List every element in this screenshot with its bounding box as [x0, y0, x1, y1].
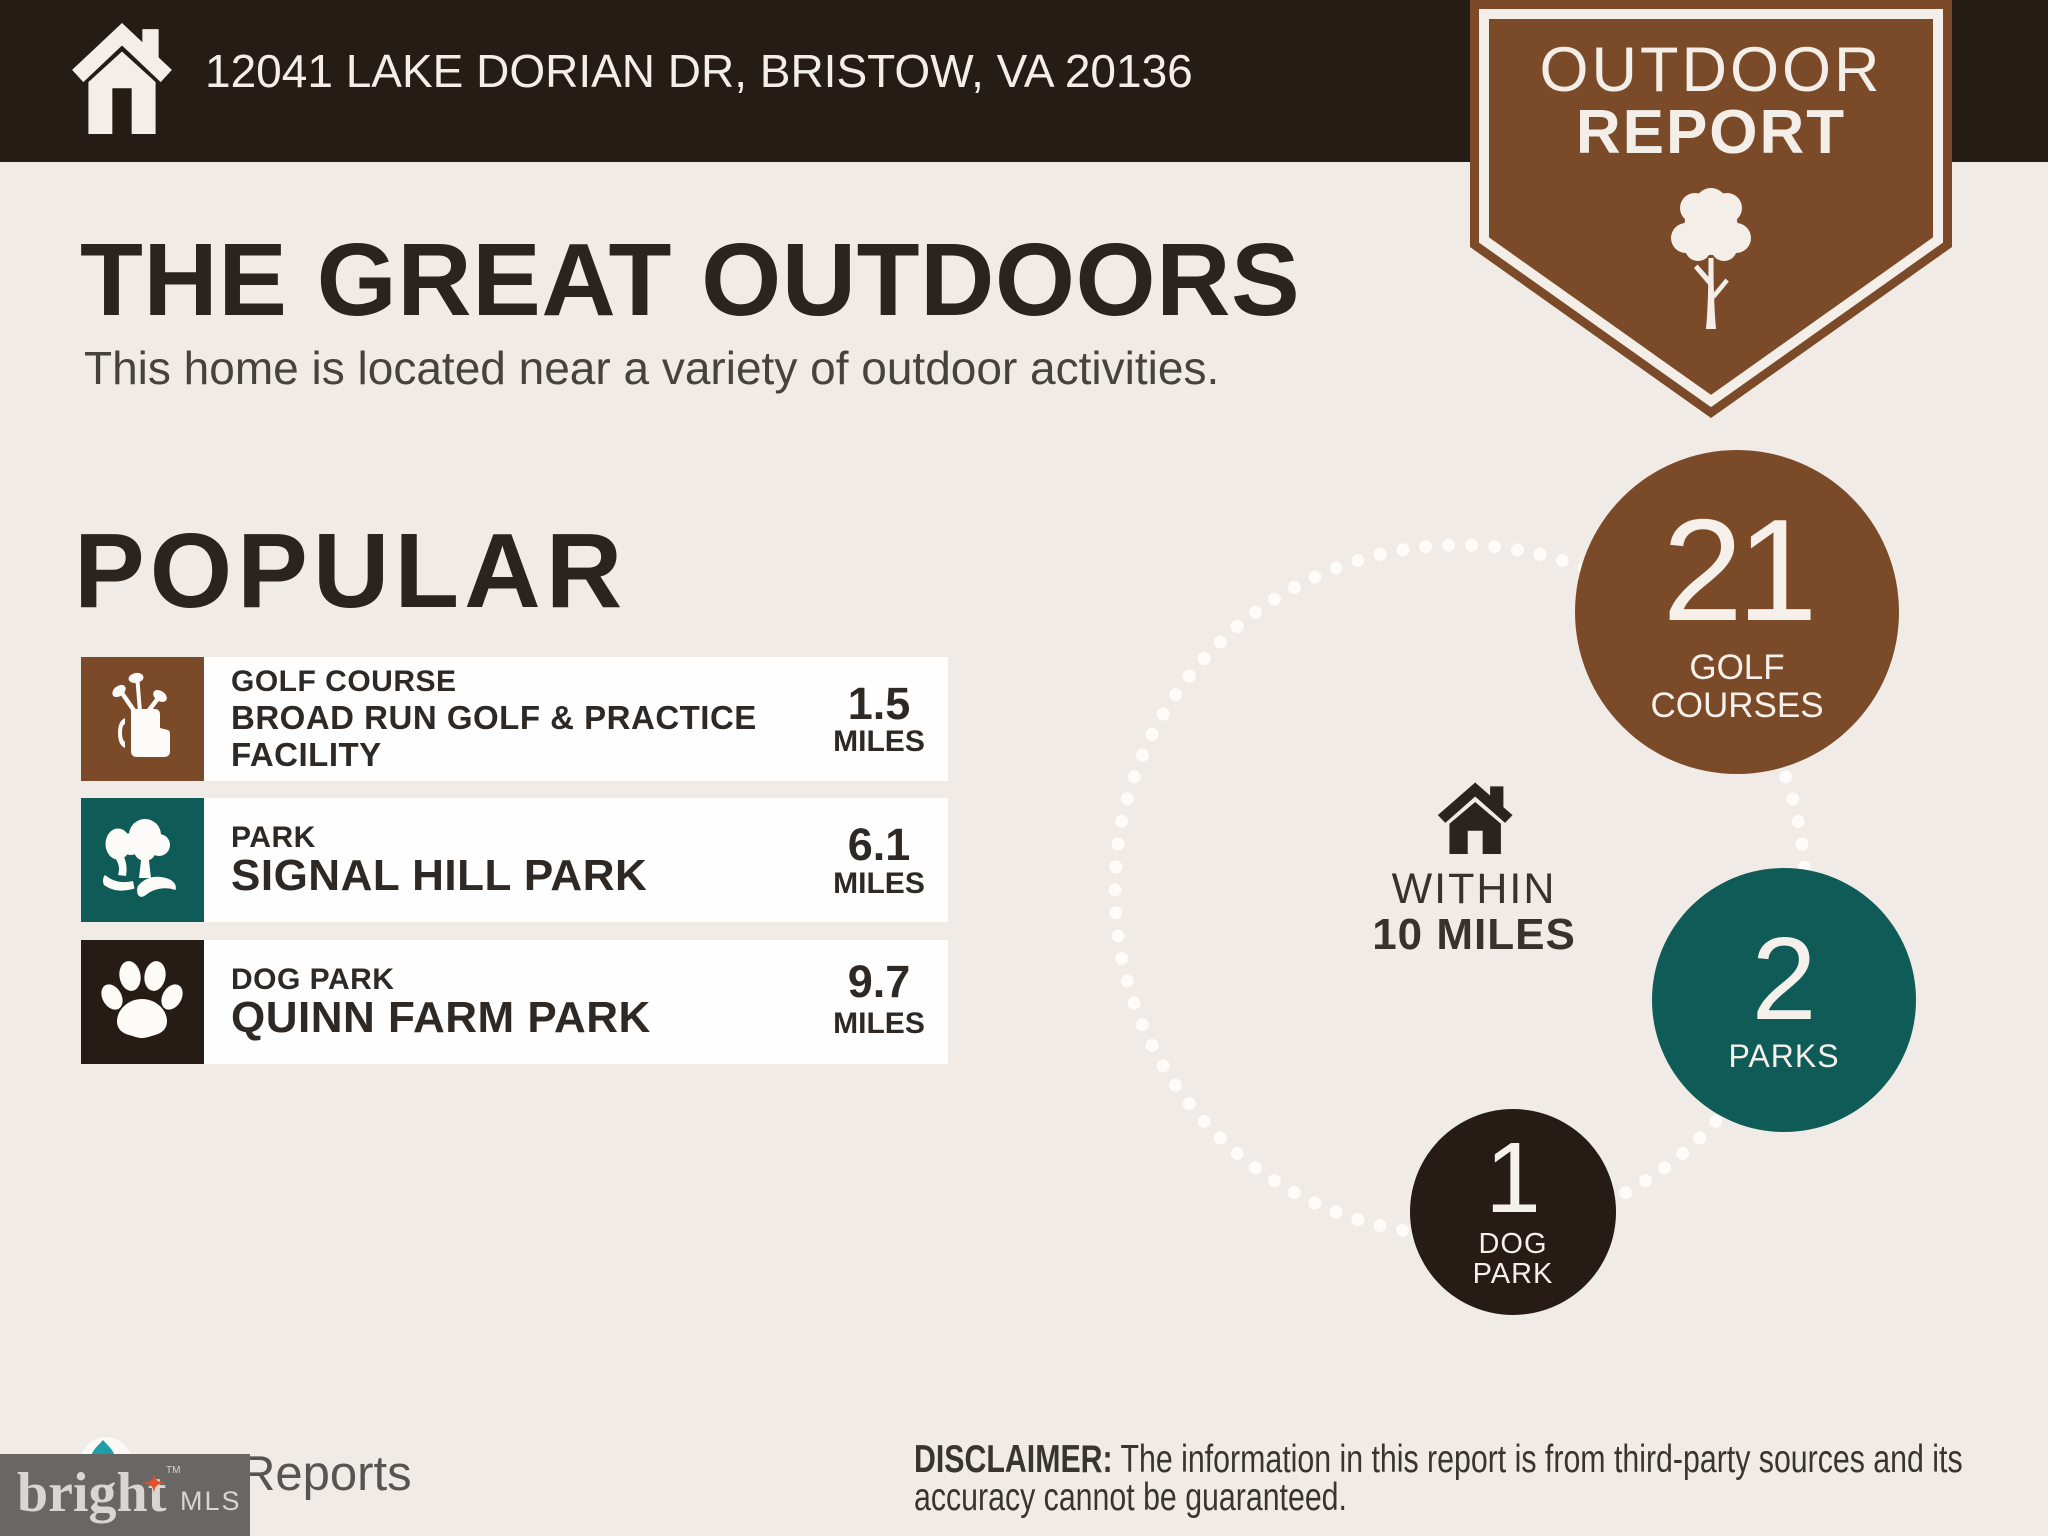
svg-text:OUTDOOR: OUTDOOR — [1540, 35, 1883, 105]
svg-text:REPORT: REPORT — [1576, 98, 1846, 167]
